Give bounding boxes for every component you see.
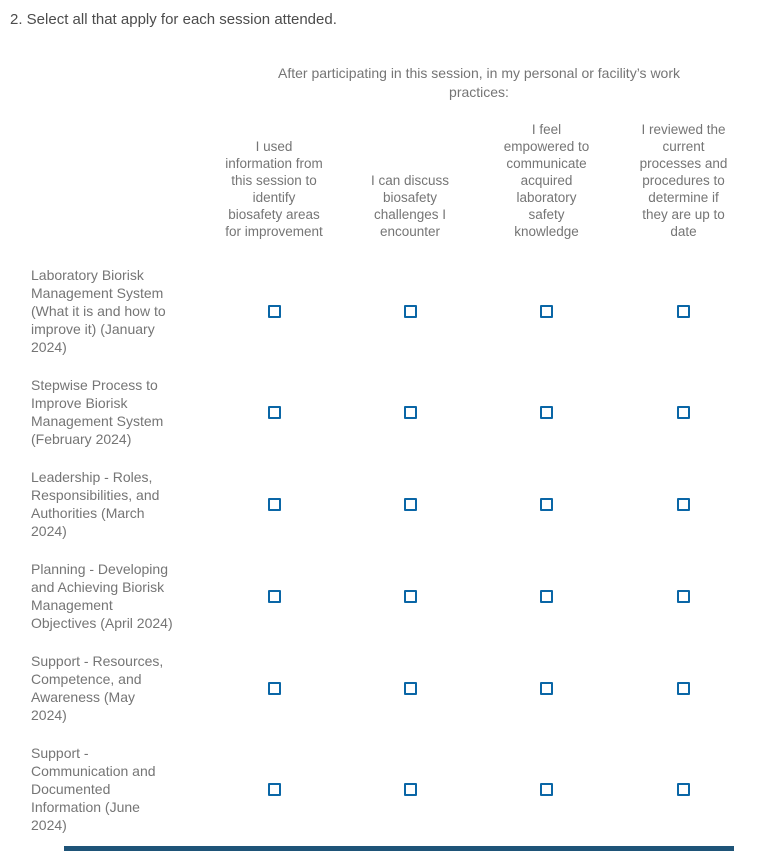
column-header-4: I reviewed the current processes and pro… (639, 122, 728, 239)
checkbox-r2-c1[interactable] (267, 405, 281, 419)
row-label-5: Support - Resources, Competence, and Awa… (31, 653, 164, 723)
matrix-cell-r2-c2 (342, 376, 478, 448)
checkbox-r1-c2[interactable] (403, 304, 417, 318)
checkbox-r3-c3[interactable] (540, 497, 553, 511)
matrix-cell-r1-c4 (615, 266, 752, 356)
checkbox-r5-c1[interactable] (267, 681, 281, 695)
column-header-3: I feel empowered to communicate acquired… (503, 122, 590, 239)
matrix-cell-r5-c4 (615, 652, 752, 724)
matrix-cell-r5-c2 (342, 652, 478, 724)
matrix-cell-r6-c1 (206, 744, 342, 834)
checkbox-r5-c2[interactable] (403, 681, 417, 695)
row-label-1: Laboratory Biorisk Management System (Wh… (31, 267, 166, 355)
checkbox-matrix: After participating in this session, in … (31, 64, 752, 851)
matrix-cell-r3-c3 (478, 468, 615, 540)
matrix-cell-r3-c4 (615, 468, 752, 540)
matrix-row-2: Stepwise Process to Improve Biorisk Mana… (31, 376, 752, 448)
matrix-row-4: Planning - Developing and Achieving Bior… (31, 560, 752, 632)
checkbox-r6-c1[interactable] (267, 782, 281, 796)
checkbox-r1-c1[interactable] (267, 304, 281, 318)
matrix-group-header: After participating in this session, in … (277, 65, 680, 100)
checkbox-r6-c2[interactable] (403, 782, 417, 796)
checkbox-r6-c3[interactable] (540, 782, 553, 796)
column-header-1: I used information from this session to … (225, 139, 323, 239)
matrix-cell-r2-c4 (615, 376, 752, 448)
matrix-cell-r1-c1 (206, 266, 342, 356)
checkbox-r2-c2[interactable] (403, 405, 417, 419)
matrix-cell-r6-c3 (478, 744, 615, 834)
checkbox-r4-c1[interactable] (267, 589, 281, 603)
row-label-4: Planning - Developing and Achieving Bior… (31, 561, 173, 631)
question-title: 2. Select all that apply for each sessio… (10, 11, 337, 28)
checkbox-r5-c4[interactable] (677, 681, 690, 695)
next-element-cutoff-bar (64, 846, 734, 851)
checkbox-r4-c3[interactable] (540, 589, 553, 603)
row-label-6: Support - Communication and Documented I… (31, 745, 156, 833)
checkbox-r1-c3[interactable] (540, 304, 553, 318)
matrix-cell-r4-c4 (615, 560, 752, 632)
matrix-row-6: Support - Communication and Documented I… (31, 744, 752, 834)
row-label-3: Leadership - Roles, Responsibilities, an… (31, 469, 160, 539)
matrix-cell-r5-c3 (478, 652, 615, 724)
matrix-cell-r3-c2 (342, 468, 478, 540)
checkbox-r3-c4[interactable] (677, 497, 690, 511)
group-header-spacer (31, 64, 206, 102)
matrix-row-5: Support - Resources, Competence, and Awa… (31, 652, 752, 724)
checkbox-r1-c4[interactable] (677, 304, 690, 318)
matrix-column-header-row: I used information from this session to … (31, 121, 752, 240)
checkbox-r2-c3[interactable] (540, 405, 553, 419)
checkbox-r4-c2[interactable] (403, 589, 417, 603)
matrix-group-header-row: After participating in this session, in … (31, 64, 752, 102)
checkbox-r3-c2[interactable] (403, 497, 417, 511)
matrix-row-1: Laboratory Biorisk Management System (Wh… (31, 266, 752, 356)
matrix-cell-r1-c3 (478, 266, 615, 356)
matrix-cell-r6-c4 (615, 744, 752, 834)
matrix-cell-r3-c1 (206, 468, 342, 540)
checkbox-r3-c1[interactable] (267, 497, 281, 511)
checkbox-r2-c4[interactable] (677, 405, 690, 419)
checkbox-r5-c3[interactable] (540, 681, 553, 695)
matrix-row-3: Leadership - Roles, Responsibilities, an… (31, 468, 752, 540)
matrix-cell-r5-c1 (206, 652, 342, 724)
checkbox-r6-c4[interactable] (677, 782, 690, 796)
matrix-rows: Laboratory Biorisk Management System (Wh… (31, 266, 752, 834)
row-label-2: Stepwise Process to Improve Biorisk Mana… (31, 377, 164, 447)
matrix-cell-r1-c2 (342, 266, 478, 356)
matrix-cell-r6-c2 (342, 744, 478, 834)
matrix-cell-r4-c2 (342, 560, 478, 632)
matrix-cell-r4-c1 (206, 560, 342, 632)
matrix-cell-r4-c3 (478, 560, 615, 632)
column-header-2: I can discuss biosafety challenges I enc… (370, 173, 450, 239)
checkbox-r4-c4[interactable] (677, 589, 690, 603)
matrix-cell-r2-c3 (478, 376, 615, 448)
matrix-cell-r2-c1 (206, 376, 342, 448)
